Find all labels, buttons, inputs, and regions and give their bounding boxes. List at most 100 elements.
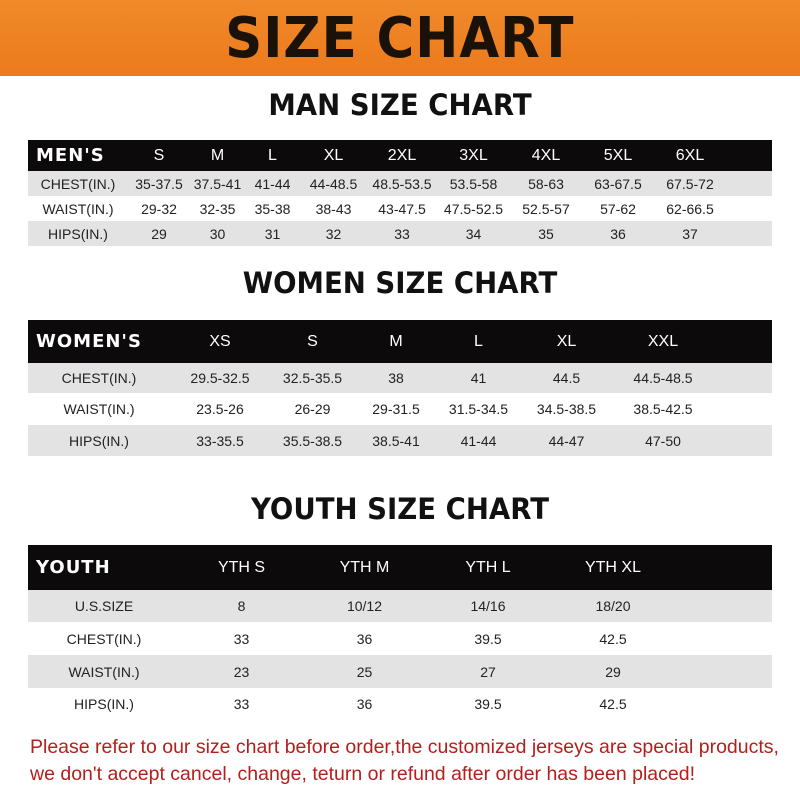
measurement-cell: 23.5-26 — [196, 401, 244, 417]
notice-line-2: we don't accept cancel, change, teturn o… — [30, 763, 695, 785]
measurement-cell: 34.5-38.5 — [536, 401, 597, 417]
size-header-cell: YTH M — [339, 558, 390, 576]
size-header-cell: 3XL — [459, 146, 488, 164]
measurement-cell: 30 — [209, 225, 226, 242]
measurement-cell: 25 — [356, 663, 373, 680]
row-label: CHEST(IN.) — [61, 370, 137, 386]
measurement-cell: 33-35.5 — [196, 432, 244, 449]
measurement-cell: 39.5 — [474, 695, 502, 712]
header-label: MEN'S — [36, 145, 105, 166]
row-label: U.S.SIZE — [74, 598, 134, 614]
table-header-row: WOMEN'S XS S M L XL XXL — [28, 320, 772, 363]
measurement-cell: 29.5-32.5 — [190, 370, 250, 386]
table-row: U.S.SIZE 8 10/12 14/16 18/20 — [28, 590, 772, 622]
measurement-cell: 44.5 — [552, 370, 581, 386]
table-row: HIPS(IN.) 33-35.5 35.5-38.5 38.5-41 41-44 44-… — [28, 425, 772, 456]
header-label: WOMEN'S — [36, 331, 142, 352]
measurement-cell: 35.5-38.5 — [282, 432, 343, 449]
row-label: WAIST(IN.) — [42, 200, 114, 217]
measurement-cell: 29-31.5 — [372, 401, 420, 417]
measurement-cell: 36 — [356, 695, 373, 712]
measurement-cell: 38.5-42.5 — [633, 401, 693, 417]
row-label: WAIST(IN.) — [68, 663, 140, 680]
measurement-cell: 35-38 — [254, 200, 291, 217]
row-label: WAIST(IN.) — [63, 401, 135, 417]
size-header-cell: YTH S — [217, 558, 266, 576]
size-header-cell: XL — [556, 332, 577, 350]
row-label: HIPS(IN.) — [48, 225, 108, 242]
size-header-cell: 5XL — [603, 146, 633, 164]
table-row: HIPS(IN.) 33 36 39.5 42.5 — [28, 688, 772, 719]
women-size-table: WOMEN'S XS S M L XL XXL CHEST(IN.) 29.5-32.5 32.5… — [28, 320, 772, 456]
measurement-cell: 47-50 — [645, 432, 681, 449]
measurement-cell: 44-48.5 — [309, 175, 358, 192]
row-label: CHEST(IN.) — [40, 175, 116, 192]
size-header-cell: L — [474, 332, 483, 350]
size-header-cell: M — [389, 332, 403, 350]
size-header-cell: S — [153, 146, 165, 164]
measurement-cell: 41-44 — [254, 175, 291, 192]
size-header-cell: 6XL — [675, 146, 705, 164]
measurement-cell: 38.5-41 — [372, 432, 420, 449]
table-row: WAIST(IN.) 23 25 27 29 — [28, 655, 772, 688]
measurement-cell: 35 — [538, 225, 554, 242]
measurement-cell: 36 — [356, 630, 373, 647]
table-header-row: YOUTH YTH S YTH M YTH L YTH XL — [28, 545, 772, 590]
measurement-cell: 31.5-34.5 — [448, 401, 509, 417]
table-row: WAIST(IN.) 23.5-26 26-29 29-31.5 31.5-34.5 34… — [28, 393, 772, 425]
measurement-cell: 53.5-58 — [449, 175, 498, 192]
measurement-cell: 38 — [388, 370, 404, 386]
size-chart-banner: SIZE CHART — [0, 0, 800, 76]
measurement-cell: 41 — [470, 370, 487, 386]
measurement-cell: 33 — [394, 225, 410, 242]
measurement-cell: 33 — [233, 630, 250, 647]
measurement-cell: 42.5 — [599, 695, 627, 712]
measurement-cell: 47.5-52.5 — [443, 200, 504, 217]
men-chart-title: MAN SIZE CHART — [268, 88, 532, 122]
table-row: CHEST(IN.) 33 36 39.5 42.5 — [28, 622, 772, 655]
measurement-cell: 35-37.5 — [135, 175, 183, 192]
size-header-cell: L — [268, 146, 277, 164]
size-header-cell: XL — [323, 146, 344, 164]
size-header-cell: YTH L — [465, 558, 511, 576]
measurement-cell: 37.5-41 — [193, 175, 242, 192]
banner-title: SIZE CHART — [225, 5, 575, 71]
measurement-cell: 52.5-57 — [522, 200, 570, 217]
measurement-cell: 29 — [605, 663, 621, 680]
size-header-cell: S — [307, 332, 318, 350]
row-label: HIPS(IN.) — [69, 432, 129, 449]
measurement-cell: 14/16 — [470, 598, 506, 614]
measurement-cell: 10/12 — [346, 598, 383, 614]
measurement-cell: 42.5 — [599, 630, 627, 647]
measurement-cell: 48.5-53.5 — [372, 175, 432, 192]
measurement-cell: 29 — [151, 225, 167, 242]
measurement-cell: 33 — [233, 695, 250, 712]
table-header-row: MEN'S S M L XL 2XL 3XL 4XL 5XL 6XL — [28, 140, 772, 171]
size-header-cell: XXL — [647, 332, 679, 350]
table-row: WAIST(IN.) 29-32 32-35 35-38 38-43 43-47.5 47.… — [28, 196, 772, 221]
size-header-cell: 4XL — [531, 146, 561, 164]
table-row: CHEST(IN.) 35-37.5 37.5-41 41-44 44-48.5 48.5… — [28, 171, 772, 196]
measurement-cell: 44-47 — [548, 432, 585, 449]
size-header-cell: XS — [209, 332, 231, 350]
measurement-cell: 31 — [264, 225, 281, 242]
men-size-table: MEN'S S M L XL 2XL 3XL 4XL 5XL 6XL CHEST(IN.) 35-37… — [28, 140, 772, 246]
women-chart-title: WOMEN SIZE CHART — [242, 266, 558, 300]
table-row: HIPS(IN.) 29 30 31 32 33 34 35 36 37 — [28, 221, 772, 246]
measurement-cell: 27 — [480, 663, 496, 680]
table-row: CHEST(IN.) 29.5-32.5 32.5-35.5 38 41 44.5 44.5… — [28, 363, 772, 393]
row-label: HIPS(IN.) — [74, 695, 134, 712]
size-header-cell: 2XL — [387, 146, 417, 164]
measurement-cell: 38-43 — [315, 200, 352, 217]
youth-size-table: YOUTH YTH S YTH M YTH L YTH XL U.S.SIZE 8 10/12… — [28, 545, 772, 719]
measurement-cell: 36 — [610, 225, 626, 242]
measurement-cell: 41-44 — [460, 432, 497, 449]
measurement-cell: 58-63 — [528, 175, 564, 192]
size-header-cell: M — [210, 146, 225, 164]
measurement-cell: 39.5 — [474, 630, 502, 647]
measurement-cell: 32 — [325, 225, 342, 242]
row-label: CHEST(IN.) — [66, 630, 142, 647]
measurement-cell: 63-67.5 — [594, 175, 642, 192]
measurement-cell: 67.5-72 — [666, 175, 714, 192]
measurement-cell: 18/20 — [595, 598, 631, 614]
